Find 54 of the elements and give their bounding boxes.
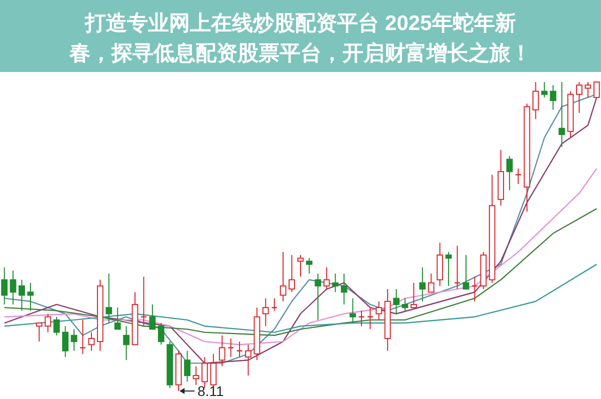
candlestick [70,328,78,352]
candlestick [114,307,121,330]
candlestick [288,254,295,293]
candlestick [158,322,164,346]
candlestick [280,251,286,302]
candlestick [532,82,539,120]
candlestick [506,156,513,191]
candlestick [419,266,426,302]
annotation: 8.11 [198,383,224,399]
candlestick [218,334,226,367]
candlestick [236,341,243,358]
candlestick [184,350,190,382]
candlestick [53,316,60,336]
candlestick [514,168,522,184]
candlestick [10,270,16,305]
candlestick [402,298,408,312]
candlestick [558,82,566,148]
candlestick [140,276,148,327]
chart-title: 打造专业网上在线炒股配资平台 2025年蛇年新春，探寻低息配资股票平台，开启财富增长之旅！ [68,11,532,65]
candlestick [393,288,400,314]
candlestick [149,304,156,330]
candlestick [79,319,86,354]
candlestick [462,254,470,290]
candlestick [428,273,434,293]
candlestick [576,82,582,114]
candlestick [245,344,252,376]
candlestick [123,326,130,361]
candlestick [550,84,556,110]
candlestick [297,254,304,278]
candlestick [18,279,25,312]
candlestick [376,300,382,320]
candlestick [593,82,600,98]
candlestick [445,251,452,286]
candlestick [192,366,200,386]
candlestick [314,273,322,320]
candlestick [323,266,330,290]
candlestick [106,273,112,324]
candlestick [306,258,312,274]
candlestick [410,282,417,308]
candlestick [228,338,234,358]
candlestick [332,273,339,293]
candlestick [27,282,34,312]
candlestick [584,82,592,98]
candlestick [358,310,365,327]
candlestick [262,298,269,327]
candlestick [36,322,42,342]
candlestick [340,273,348,305]
candlestick [541,82,548,98]
candlestick [44,313,52,333]
candlestick [62,326,69,358]
candlestick [1,266,8,305]
candlestick [366,307,374,330]
candlestick [350,298,356,324]
candlestick [88,332,95,352]
